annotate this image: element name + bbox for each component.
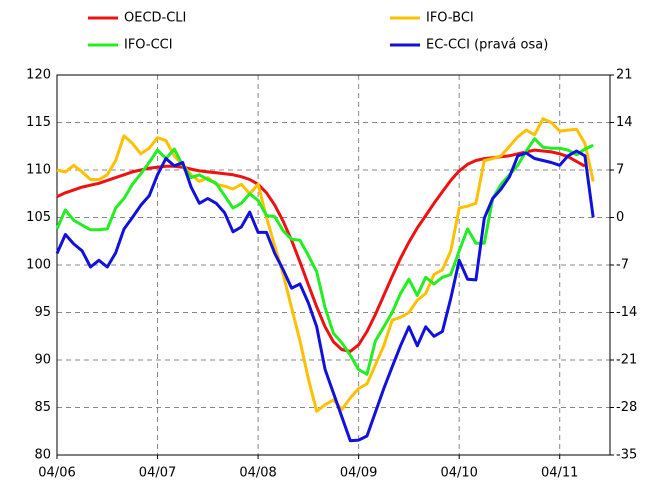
y-tick-label: 85 [34, 400, 51, 415]
legend-label: EC-CCI (pravá osa) [426, 38, 548, 53]
x-tick-label: 04/06 [38, 466, 75, 481]
y-tick-label: 100 [26, 258, 51, 273]
y-tick-label: 105 [26, 210, 51, 225]
y-tick-label: 120 [26, 68, 51, 83]
series-line [55, 137, 594, 376]
y2-tick-label: 0 [616, 210, 624, 225]
legend-label: IFO-BCI [426, 11, 474, 26]
y2-tick-label: -28 [616, 400, 637, 415]
y2-tick-label: 14 [616, 115, 633, 130]
y2-tick-label: -21 [616, 353, 637, 368]
y-tick-label: 115 [26, 115, 51, 130]
y2-tick-label: -14 [616, 305, 637, 320]
x-tick-label: 04/09 [340, 466, 377, 481]
series-line [55, 149, 595, 443]
legend-label: IFO-CCI [124, 38, 173, 53]
x-tick-label: 04/08 [239, 466, 276, 481]
x-tick-label: 04/07 [139, 466, 176, 481]
y2-tick-label: 21 [616, 68, 633, 83]
y2-tick-label: 7 [616, 163, 624, 178]
y2-tick-label: -35 [616, 448, 637, 463]
y-tick-label: 95 [34, 305, 51, 320]
y-tick-label: 80 [34, 448, 51, 463]
legend-label: OECD-CLI [124, 11, 186, 26]
series-line [56, 117, 595, 413]
y-tick-label: 90 [34, 353, 51, 368]
y-tick-label: 110 [26, 163, 51, 178]
x-tick-label: 04/11 [541, 466, 578, 481]
y2-tick-label: -7 [616, 258, 629, 273]
x-tick-label: 04/10 [440, 466, 477, 481]
plot-frame [56, 74, 611, 456]
